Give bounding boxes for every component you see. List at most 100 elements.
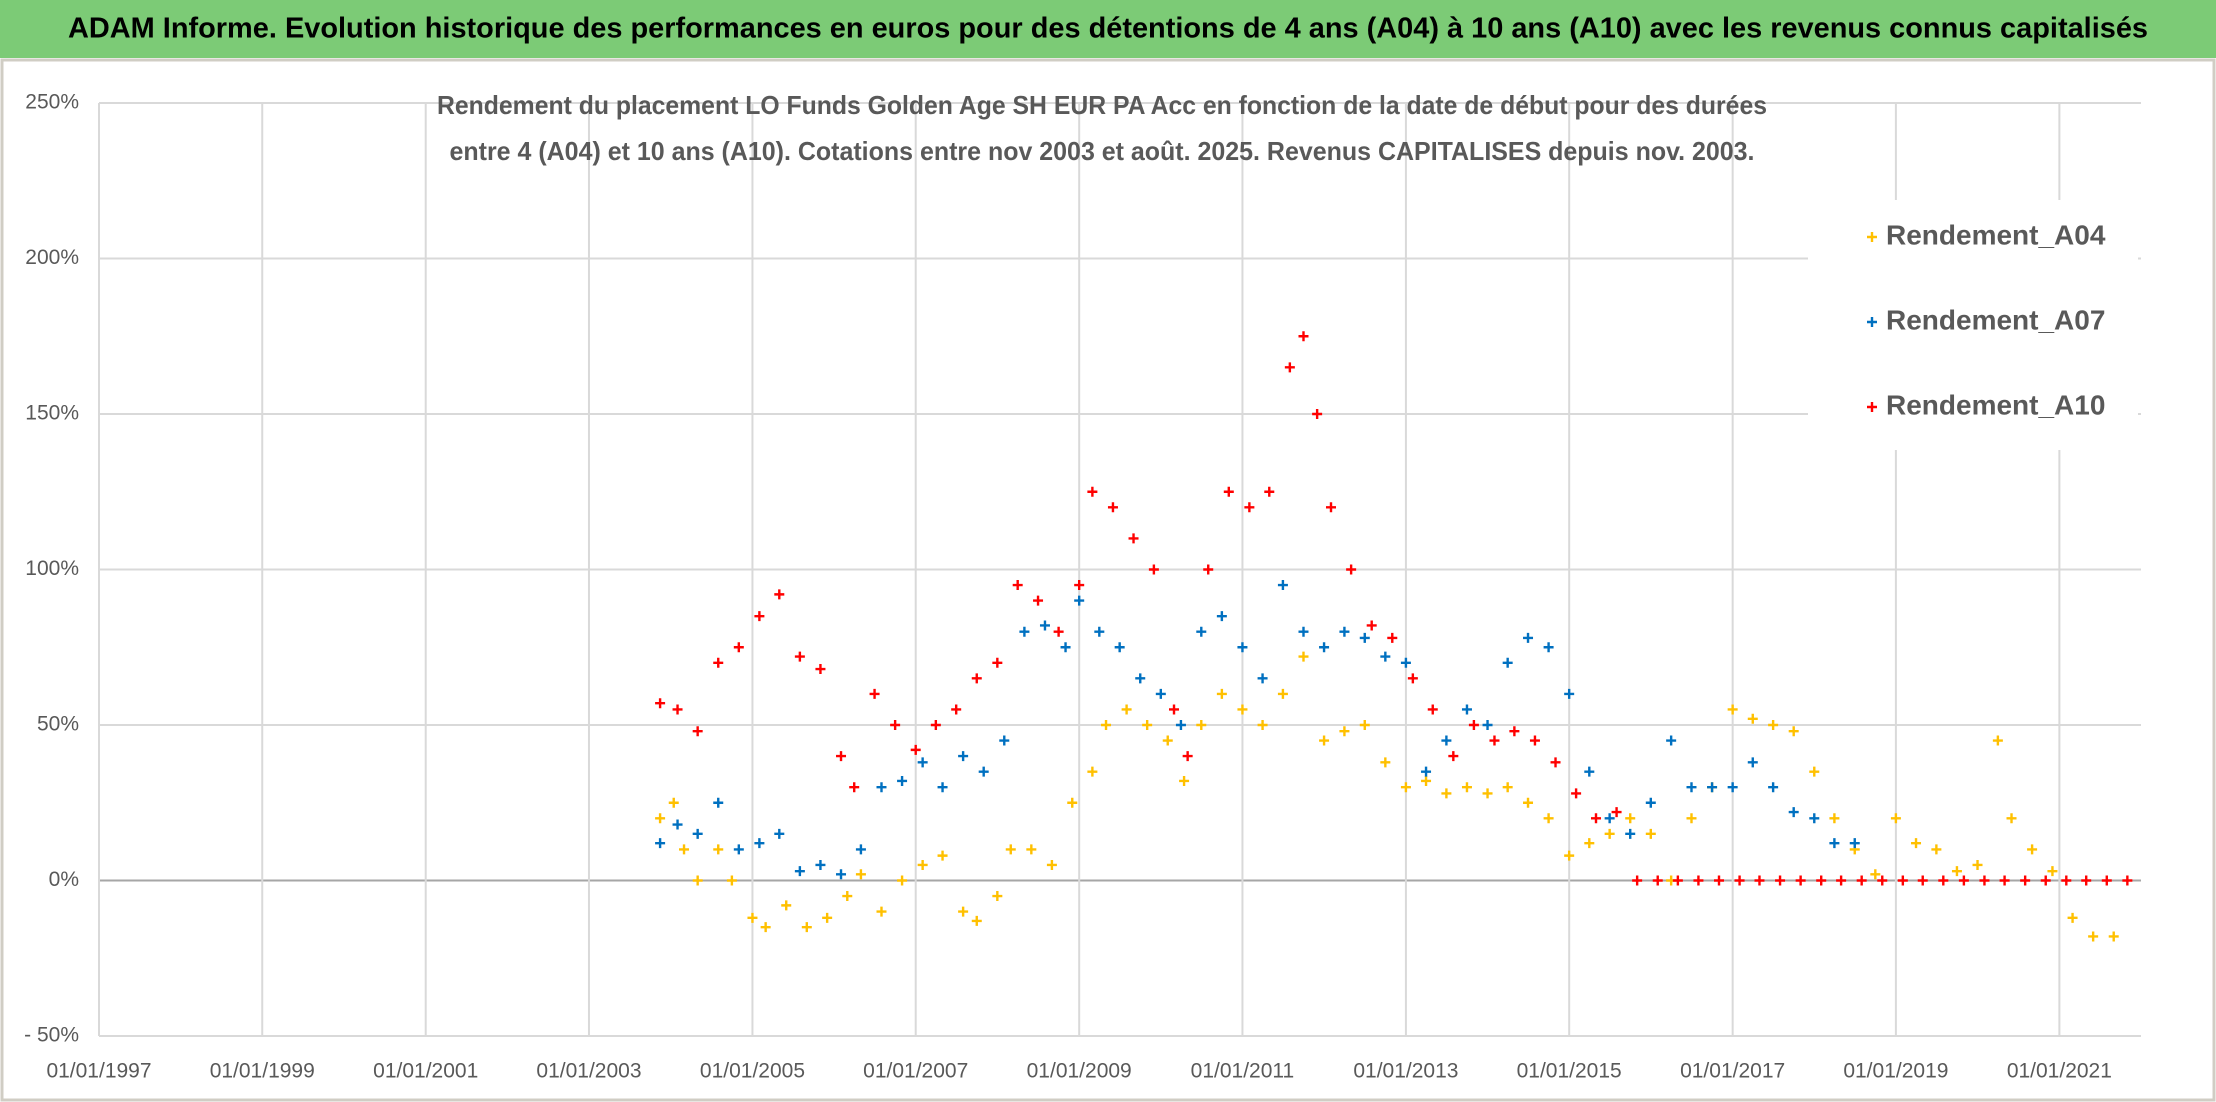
point: [1931, 844, 1942, 855]
point: [1714, 875, 1724, 886]
point: [655, 838, 666, 849]
point: [2101, 875, 2112, 886]
header-band: [0, 0, 2216, 58]
point: [971, 915, 982, 926]
point: [1182, 751, 1193, 762]
point: [958, 906, 969, 917]
point: [1053, 626, 1064, 637]
legend-label: Rendement_A04: [1886, 219, 2106, 250]
point: [1179, 775, 1190, 786]
point: [897, 875, 908, 886]
y-tick-label: 150%: [25, 402, 79, 425]
point: [2040, 875, 2051, 886]
point: [754, 838, 765, 849]
x-tick-label: 01/01/2007: [863, 1060, 968, 1083]
point: [1101, 720, 1112, 730]
point: [1482, 788, 1493, 799]
point: [1829, 813, 1840, 824]
point: [713, 797, 724, 808]
point: [1754, 875, 1765, 886]
point: [917, 859, 928, 870]
point: [713, 844, 724, 855]
point: [1571, 788, 1582, 799]
point: [1346, 564, 1357, 575]
point: [1039, 620, 1050, 631]
point: [951, 704, 962, 715]
point: [655, 813, 666, 824]
point: [1421, 775, 1432, 786]
point: [1972, 859, 1983, 870]
point: [2061, 875, 2072, 886]
point: [1809, 766, 1820, 777]
point: [1380, 757, 1391, 768]
point: [1196, 720, 1207, 730]
point: [1734, 875, 1745, 886]
point: [1917, 875, 1928, 886]
point: [1564, 850, 1575, 861]
point: [1788, 807, 1799, 818]
point: [1277, 580, 1288, 591]
point: [1809, 813, 1820, 824]
point: [836, 869, 847, 880]
point: [1107, 502, 1118, 513]
point: [876, 782, 887, 793]
point: [1448, 751, 1459, 762]
point: [1489, 735, 1500, 746]
point: [1958, 875, 1969, 886]
point: [917, 757, 928, 768]
point: [842, 891, 853, 902]
point: [855, 844, 866, 855]
point: [2020, 875, 2031, 886]
point: [1298, 331, 1309, 342]
point: [1870, 869, 1881, 880]
point: [1482, 720, 1493, 730]
point: [794, 651, 805, 662]
point: [794, 866, 805, 877]
point: [1877, 875, 1888, 886]
point: [1856, 875, 1867, 886]
point: [1890, 813, 1901, 824]
point: [836, 751, 847, 762]
x-tick-label: 01/01/2017: [1680, 1060, 1785, 1083]
legend-box: [1808, 200, 2138, 450]
point: [999, 735, 1010, 746]
point: [733, 642, 744, 653]
point: [876, 906, 887, 917]
point: [1135, 673, 1146, 684]
point: [1237, 642, 1248, 653]
point: [1387, 632, 1398, 643]
point: [1142, 720, 1153, 730]
point: [1407, 673, 1418, 684]
point: [1938, 875, 1949, 886]
point: [1768, 720, 1779, 730]
point: [1768, 782, 1779, 793]
point: [937, 782, 948, 793]
point: [992, 657, 1003, 668]
point: [1829, 838, 1840, 849]
point: [1461, 782, 1472, 793]
point: [1203, 564, 1214, 575]
y-tick-label: 250%: [25, 91, 79, 114]
point: [815, 664, 826, 675]
point: [958, 751, 969, 762]
point: [1788, 726, 1799, 737]
x-tick-label: 01/01/1999: [210, 1060, 315, 1083]
point: [1033, 595, 1044, 606]
point: [1060, 642, 1071, 653]
point: [1175, 720, 1186, 730]
point: [1441, 788, 1452, 799]
point: [1264, 486, 1275, 497]
point: [1707, 782, 1718, 793]
y-tick-label: - 50%: [24, 1024, 79, 1047]
point: [1509, 726, 1520, 737]
point: [1584, 766, 1595, 777]
point: [1312, 409, 1323, 419]
point: [1550, 757, 1561, 768]
series: [655, 331, 2133, 886]
point: [1026, 844, 1037, 855]
point: [910, 744, 921, 755]
point: [1155, 688, 1166, 699]
point: [1237, 704, 1248, 715]
point: [1400, 657, 1411, 668]
point: [1632, 875, 1643, 886]
